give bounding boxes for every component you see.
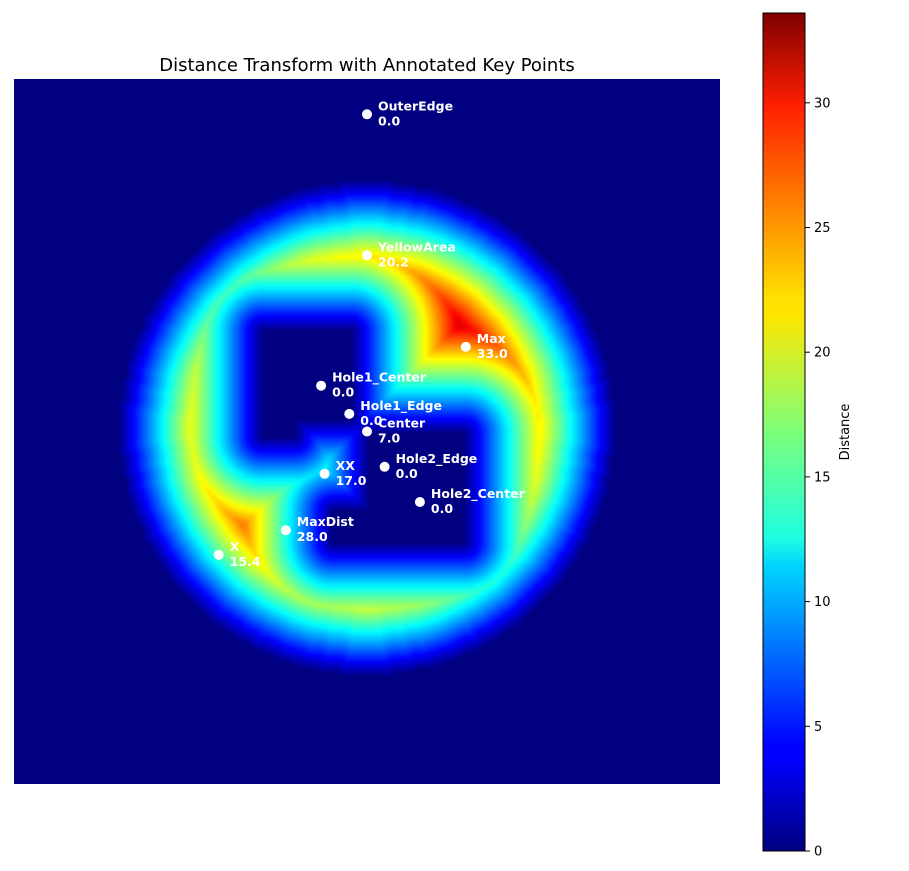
key-point-value-label: 0.0 [378,113,400,128]
key-point-value-label: 28.0 [297,529,328,544]
colorbar-tick-label: 30 [814,96,831,111]
key-point-value-label: 20.2 [378,254,409,269]
key-point-hole2-edge [379,461,390,472]
key-point-x [213,549,224,560]
key-point-value-label: 17.0 [336,473,367,488]
key-point-xx [319,468,330,479]
key-point-hole1-edge [344,408,355,419]
key-point-name-label: MaxDist [297,514,354,529]
colorbar-tick-label: 15 [814,470,831,485]
key-point-value-label: 0.0 [360,413,382,428]
colorbar-tick-label: 5 [814,720,822,735]
key-point-value-label: 33.0 [477,346,508,361]
key-point-max [460,341,471,352]
key-point-value-label: 0.0 [332,385,354,400]
key-point-hole2-center [414,497,425,507]
colorbar-gradient [762,12,806,852]
key-point-value-label: 0.0 [396,466,418,481]
key-point-name-label: Hole2_Edge [396,451,478,467]
colorbar-tick-label: 25 [814,221,831,236]
key-point-yellowarea [362,250,372,261]
key-point-center [362,426,372,437]
colorbar-label: Distance [838,404,853,461]
key-point-name-label: Hole1_Center [332,370,427,386]
chart-title: Distance Transform with Annotated Key Po… [159,55,575,76]
key-points-layer: OuterEdge0.0YellowArea20.2Max33.0Hole1_C… [213,98,526,569]
colorbar-ticks: 0 5 10 15 20 25 30 [805,96,831,860]
key-point-name-label: Center [378,416,426,431]
key-point-name-label: Hole1_Edge [360,398,442,414]
key-point-name-label: XX [336,458,356,473]
key-point-name-label: Max [477,331,506,346]
key-point-value-label: 15.4 [230,554,261,569]
key-point-name-label: X [230,539,240,554]
colorbar-tick-label: 10 [814,595,831,610]
key-point-value-label: 7.0 [378,431,400,446]
key-point-name-label: OuterEdge [378,98,453,113]
key-point-name-label: YellowArea [377,239,456,254]
colorbar: 0 5 10 15 20 25 30 Distance [762,12,853,860]
key-point-outeredge [362,109,372,120]
colorbar-tick-label: 0 [814,845,822,860]
key-point-hole1-center [316,380,327,391]
key-point-maxdist [280,525,291,536]
colorbar-tick-label: 20 [814,346,831,361]
key-point-name-label: Hole2_Center [431,486,526,502]
key-point-value-label: 0.0 [431,501,453,516]
